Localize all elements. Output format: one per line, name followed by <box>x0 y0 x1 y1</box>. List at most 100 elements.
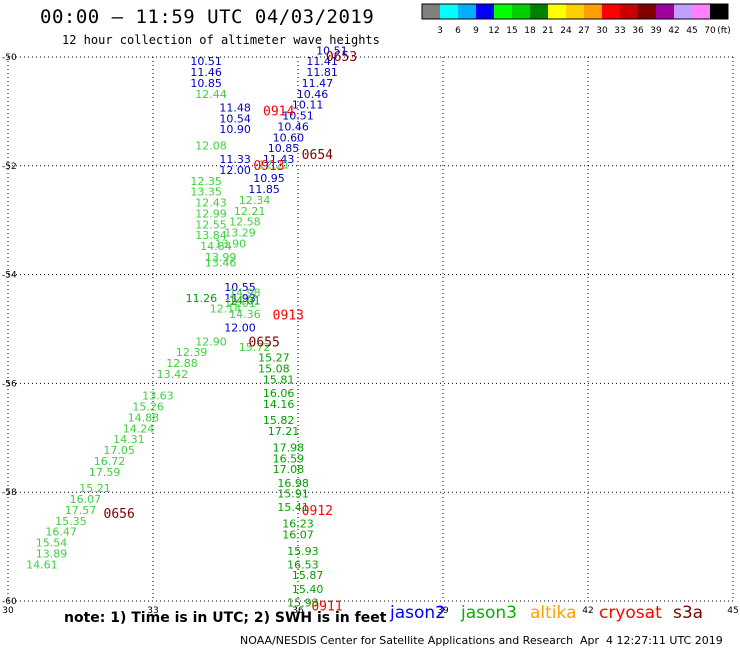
wave-height-value: 15.93 <box>287 596 319 609</box>
wave-height-value: 13.42 <box>157 368 189 381</box>
wave-height-value: 13.99 <box>205 251 237 264</box>
colorbar-tick-label: 70 <box>704 26 716 36</box>
wave-height-value: 15.21 <box>79 482 111 495</box>
y-tick-label: -54 <box>2 271 17 281</box>
colorbar-unit: (ft) <box>717 26 731 36</box>
wave-height-value: 12.21 <box>258 159 290 172</box>
wave-height-value: 11.26 <box>186 292 218 305</box>
wave-height-value: 11.81 <box>306 66 338 79</box>
wave-height-value: 11.85 <box>248 183 280 196</box>
y-tick-label: -50 <box>2 53 17 63</box>
wave-height-value: 10.46 <box>277 120 309 133</box>
wave-height-value: 11.46 <box>190 66 222 79</box>
pass-time-label: 0913 <box>273 308 304 323</box>
wave-height-value: 12.21 <box>234 205 266 218</box>
colorbar-tick-label: 42 <box>668 26 679 36</box>
wave-height-value: 14.16 <box>263 398 295 411</box>
wave-height-value: 15.40 <box>292 583 324 596</box>
wave-height-value: 12.90 <box>195 335 227 348</box>
colorbar-cell <box>422 4 440 19</box>
wave-height-value: 17.57 <box>65 504 97 517</box>
wave-height-value: 15.27 <box>258 352 290 365</box>
wave-height-value: 10.51 <box>282 110 314 123</box>
wave-height-value: 15.72 <box>239 341 271 354</box>
wave-height-value: 13.29 <box>224 227 256 240</box>
wave-height-value: 13.35 <box>190 186 222 199</box>
colorbar-cell <box>458 4 476 19</box>
pass-time-label: 0911 <box>311 599 342 614</box>
colorbar-tick-label: 36 <box>632 26 644 36</box>
pass-time-label: 0654 <box>302 148 333 163</box>
colorbar-tick-label: 9 <box>473 26 479 36</box>
colorbar-frame <box>421 3 729 20</box>
wave-height-value: 15.35 <box>55 515 87 528</box>
wave-height-value: 13.89 <box>36 547 68 560</box>
legend-cryosat: cryosat <box>599 603 662 623</box>
pass-time-label: 0912 <box>302 504 333 519</box>
wave-height-value: 16.53 <box>287 558 319 571</box>
wave-height-value: 14.01 <box>224 297 256 310</box>
wave-height-value: 15.81 <box>263 373 295 386</box>
wave-height-value: 17.21 <box>268 425 300 438</box>
colorbar-tick-label: 21 <box>542 26 553 36</box>
colorbar-tick-label: 18 <box>524 26 536 36</box>
page-title: 00:00 – 11:59 UTC 04/03/2019 <box>40 6 375 28</box>
pass-time-label: 0913 <box>253 159 284 174</box>
pass-time-label: 0653 <box>326 50 357 65</box>
y-tick-label: -60 <box>2 597 17 607</box>
wave-height-value: 10.54 <box>219 112 251 125</box>
wave-height-value: 11.41 <box>306 55 338 68</box>
wave-height-value: 14.84 <box>200 240 232 253</box>
wave-height-value: 14.88 <box>128 411 160 424</box>
colorbar-cell <box>476 4 494 19</box>
legend-altika: altika <box>530 603 577 623</box>
wave-height-value: 15.91 <box>277 488 309 501</box>
page-subtitle: 12 hour collection of altimeter wave hei… <box>62 33 380 47</box>
wave-height-value: 12.99 <box>195 207 227 220</box>
colorbar-cell <box>692 4 710 19</box>
wave-height-value: 12.00 <box>224 322 256 335</box>
legend-jason2: jason2 <box>390 603 446 623</box>
legend-note: note: 1) Time is in UTC; 2) SWH is in fe… <box>64 610 387 626</box>
wave-height-value: 12.34 <box>239 194 271 207</box>
wave-height-value: 10.11 <box>292 99 324 112</box>
colorbar-cell <box>602 4 620 19</box>
wave-height-value: 15.93 <box>287 545 319 558</box>
footer-timestamp: Apr 4 12:27:11 UTC 2019 <box>580 634 723 647</box>
legend-s3a: s3a <box>673 603 704 623</box>
wave-height-value: 13.90 <box>215 237 247 250</box>
wave-height-value: 17.59 <box>89 466 121 479</box>
wave-height-value: 12.00 <box>219 164 251 177</box>
wave-height-value: 12.88 <box>166 357 198 370</box>
x-tick-label: 42 <box>582 606 593 616</box>
wave-height-value: 12.43 <box>195 197 227 210</box>
wave-height-value: 13.63 <box>142 390 174 403</box>
colorbar-tick-label: 45 <box>686 26 697 36</box>
wave-height-value: 11.47 <box>302 77 334 90</box>
colorbar-tick-label: 3 <box>437 26 443 36</box>
wave-height-value: 10.90 <box>219 123 251 136</box>
wave-height-value: 11.93 <box>224 292 256 305</box>
y-tick-label: -58 <box>2 488 17 498</box>
pass-time-label: 0656 <box>104 507 135 522</box>
wave-height-value: 12.39 <box>176 346 208 359</box>
wave-height-value: 16.47 <box>45 526 77 539</box>
wave-height-value: 15.08 <box>258 363 290 376</box>
colorbar-cell <box>548 4 566 19</box>
colorbar-cell <box>566 4 584 19</box>
wave-height-value: 10.95 <box>253 172 285 185</box>
colorbar-cell <box>584 4 602 19</box>
colorbar-cell <box>656 4 674 19</box>
x-tick-label: 33 <box>147 606 158 616</box>
wave-height-value: 13.84 <box>195 229 227 242</box>
wave-height-value: 16.07 <box>70 493 102 506</box>
colorbar-cell <box>512 4 530 19</box>
wave-height-value: 12.14 <box>210 303 242 316</box>
wave-height-value: 17.05 <box>103 444 135 457</box>
x-tick-label: 30 <box>2 606 14 616</box>
wave-height-value: 15.26 <box>132 401 164 414</box>
colorbar-tick-label: 24 <box>560 26 572 36</box>
x-tick-label: 45 <box>727 606 738 616</box>
colorbar-tick-label: 39 <box>650 26 662 36</box>
